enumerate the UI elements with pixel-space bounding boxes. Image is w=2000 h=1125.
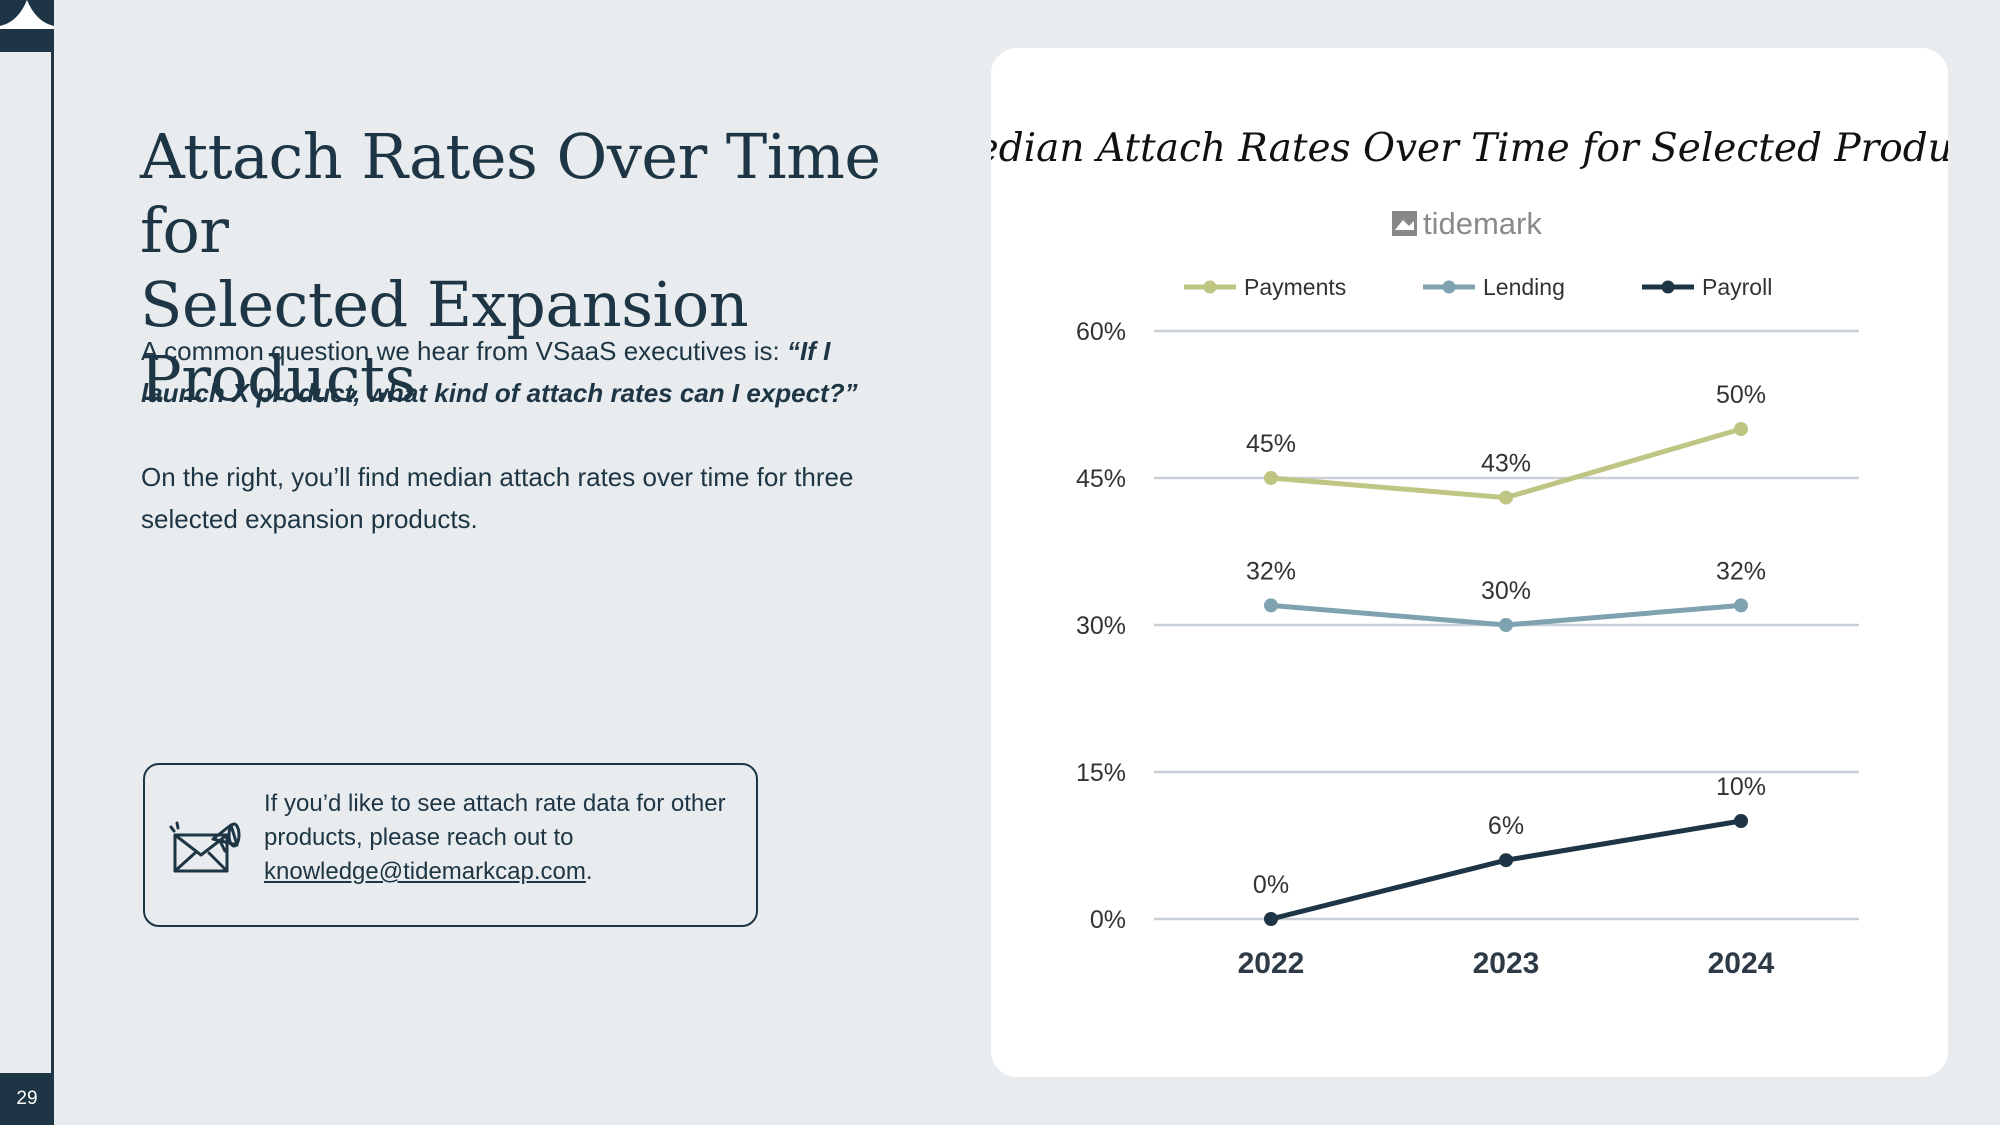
tidemark-brand: tidemark: [1392, 206, 1542, 241]
y-tick-label: 0%: [1090, 906, 1126, 934]
title-line-2: Selected Expansion Products: [140, 268, 749, 415]
legend-marker: [1203, 280, 1217, 294]
data-point: [1499, 490, 1513, 505]
legend-marker: [1442, 280, 1456, 294]
page-title: Attach Rates Over Time for Selected Expa…: [140, 120, 970, 416]
explain-paragraph: On the right, you’ll find median attach …: [141, 462, 854, 534]
y-tick-label: 30%: [1076, 612, 1126, 640]
intro-text: A common question we hear from VSaaS exe…: [141, 336, 787, 366]
chart-title: Median Attach Rates Over Time for Select…: [991, 126, 1948, 171]
data-label: 50%: [1716, 381, 1766, 409]
legend-item-lending: Lending: [1423, 274, 1565, 300]
envelope-megaphone-icon: [169, 821, 241, 873]
series-payments: 45% 43% 50%: [1246, 381, 1766, 505]
data-label: 10%: [1716, 773, 1766, 801]
legend-label: Payments: [1244, 274, 1346, 300]
data-label: 32%: [1246, 557, 1296, 585]
page-number: 29: [0, 1073, 54, 1125]
data-label: 0%: [1253, 871, 1289, 899]
data-point: [1264, 598, 1278, 613]
attach-rate-chart: Median Attach Rates Over Time for Select…: [991, 126, 1948, 980]
x-axis-labels: 2022 2023 2024: [1238, 947, 1775, 980]
x-tick-label: 2023: [1473, 947, 1540, 980]
y-axis-labels: 0% 15% 30% 45% 60%: [1076, 318, 1126, 934]
data-label: 45%: [1246, 430, 1296, 458]
left-sidebar: 29: [0, 0, 54, 1125]
data-point: [1264, 471, 1278, 485]
series-payroll: 0% 6% 10%: [1253, 773, 1766, 926]
legend-item-payroll: Payroll: [1642, 274, 1772, 300]
callout-message: If you’d like to see attach rate data fo…: [264, 787, 744, 889]
legend-marker: [1661, 280, 1675, 294]
contact-email-link[interactable]: knowledge@tidemarkcap.com: [264, 858, 586, 885]
legend-item-payments: Payments: [1184, 274, 1346, 300]
logo-mark: [0, 0, 54, 52]
data-label: 30%: [1481, 577, 1531, 605]
legend-label: Lending: [1483, 274, 1565, 300]
data-point: [1734, 814, 1748, 828]
chart-card: Median Attach Rates Over Time for Select…: [991, 48, 1948, 1077]
series-lending: 32% 30% 32%: [1246, 557, 1766, 632]
contact-callout: If you’d like to see attach rate data fo…: [143, 763, 758, 927]
title-line-1: Attach Rates Over Time for: [140, 120, 881, 267]
data-label: 32%: [1716, 557, 1766, 585]
chart-legend: Payments Lending Payroll: [1184, 274, 1772, 300]
callout-body: If you’d like to see attach rate data fo…: [264, 790, 726, 851]
tide-logo-icon: [0, 0, 54, 29]
tidemark-wordmark: tidemark: [1423, 206, 1542, 241]
intro-quote: “If I launch X product, what kind of att…: [141, 336, 858, 408]
data-point: [1264, 912, 1278, 926]
y-tick-label: 60%: [1076, 318, 1126, 346]
data-point: [1499, 853, 1513, 868]
y-tick-label: 15%: [1076, 759, 1126, 787]
callout-period: .: [585, 858, 593, 885]
data-point: [1734, 422, 1748, 436]
data-label: 43%: [1481, 450, 1531, 478]
chart-series: 45% 43% 50% 32% 30% 32% 0% 6% 10%: [1246, 381, 1766, 926]
y-tick-label: 45%: [1076, 465, 1126, 493]
x-tick-label: 2022: [1238, 947, 1305, 980]
data-point: [1499, 618, 1513, 632]
intro-paragraph: A common question we hear from VSaaS exe…: [141, 330, 861, 414]
legend-label: Payroll: [1702, 274, 1772, 300]
data-label: 6%: [1488, 812, 1524, 840]
data-point: [1734, 598, 1748, 613]
x-tick-label: 2024: [1708, 947, 1775, 980]
